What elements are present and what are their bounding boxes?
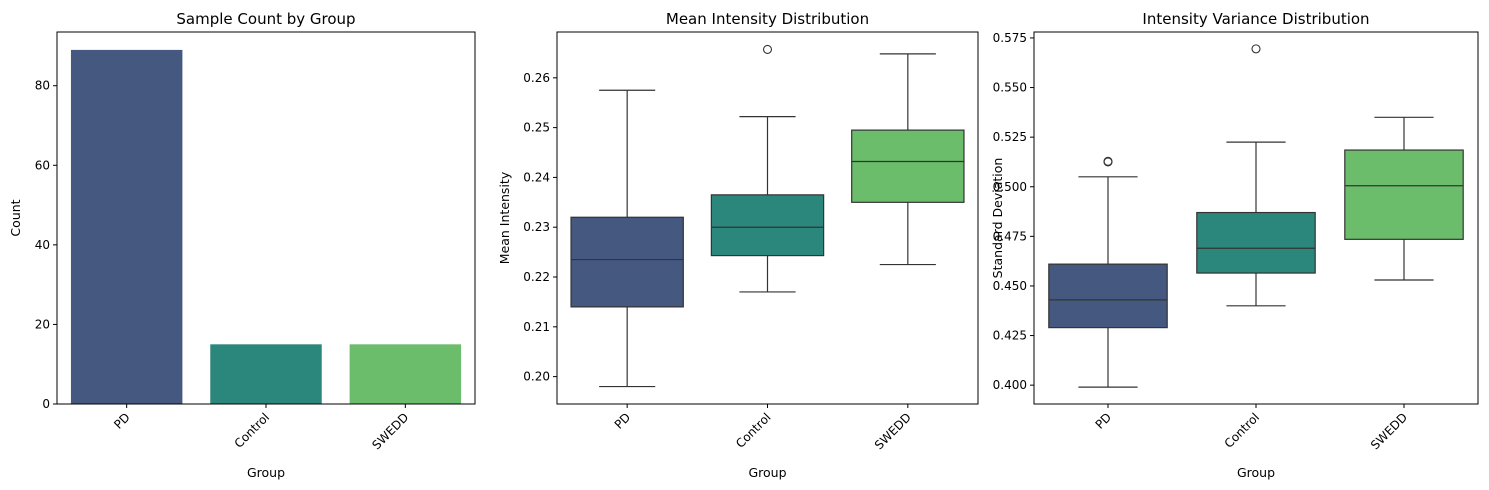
outlier-control-0 [762, 44, 773, 54]
axes-frame [556, 31, 979, 405]
chart-title: Intensity Variance Distribution [1142, 10, 1369, 28]
x-tick-label: Control [232, 410, 273, 451]
bar-control [210, 344, 322, 404]
x-axis-label: Group [748, 465, 786, 480]
axes-frame [56, 31, 476, 405]
bar-pd [70, 49, 183, 404]
y-tick-label: 0.500 [993, 180, 1027, 194]
plot-area: 0.400 0.425 0.450 0.475 0.500 0.525 0.550 0.575… [993, 31, 1479, 452]
x-tick-label: PD [612, 410, 634, 432]
mean-intensity-box-plot: Mean Intensity Distribution 0.20 0.21 0.22… [497, 10, 979, 480]
chart-title: Sample Count by Group [176, 10, 355, 28]
y-tick-label: 20 [35, 317, 50, 331]
box-control [1196, 211, 1316, 274]
y-tick-label: 0 [42, 397, 50, 411]
y-axis-label: Count [8, 199, 23, 236]
y-tick-label: 0.550 [993, 81, 1027, 95]
chart-title: Mean Intensity Distribution [666, 10, 869, 28]
plot-area: 0.20 0.21 0.22 0.23 0.24 0.25 0.26 PD Control SWE… [523, 31, 979, 452]
y-tick-label: 0.400 [993, 378, 1027, 392]
bar-swedd [349, 344, 462, 404]
x-tick-label: Control [733, 410, 774, 451]
outlier-pd-1 [1103, 156, 1113, 166]
y-axis-label: Mean Intensity [497, 171, 512, 264]
y-tick-label: 0.21 [523, 320, 550, 334]
x-axis-label: Group [247, 465, 285, 480]
y-tick-label: 0.20 [523, 370, 550, 384]
y-tick-label: 0.22 [523, 270, 550, 284]
box-swedd [851, 129, 965, 203]
x-tick-label: PD [111, 410, 133, 432]
x-axis-label: Group [1237, 465, 1275, 480]
outlier-control-0 [1251, 44, 1261, 54]
x-tick-label: SWEDD [872, 410, 914, 452]
axes-frame [1033, 31, 1479, 405]
box-pd [570, 216, 684, 308]
y-tick-label: 0.26 [523, 71, 550, 85]
y-tick-label: 0.575 [993, 31, 1027, 45]
x-tick-label: PD [1093, 410, 1115, 432]
box-control [710, 194, 825, 257]
intensity-variance-box-plot: Intensity Variance Distribution 0.4000.4… [990, 10, 1479, 480]
y-tick-label: 0.525 [993, 130, 1027, 144]
y-tick-label: 0.475 [993, 229, 1027, 243]
y-tick-label: 0.425 [993, 329, 1027, 343]
y-tick-label: 0.24 [523, 170, 550, 184]
y-axis-label: Standard Deviation [990, 158, 1005, 279]
y-tick-label: 0.25 [523, 121, 550, 135]
x-tick-label: SWEDD [369, 410, 411, 452]
x-tick-label: SWEDD [1368, 410, 1410, 452]
y-tick-label: 40 [35, 238, 50, 252]
x-tick-label: Control [1222, 410, 1263, 451]
box-pd [1048, 263, 1168, 329]
y-tick-label: 80 [35, 79, 50, 93]
y-tick-label: 0.23 [523, 220, 550, 234]
count-bar-chart: Sample Count by Group 0 20 40 60 80 PD Control… [8, 10, 476, 480]
y-tick-label: 0.450 [993, 279, 1027, 293]
y-tick-label: 60 [35, 158, 50, 172]
plot-area: 0 20 40 60 80 PD Control SWEDD [35, 31, 476, 452]
box-swedd [1344, 149, 1464, 240]
